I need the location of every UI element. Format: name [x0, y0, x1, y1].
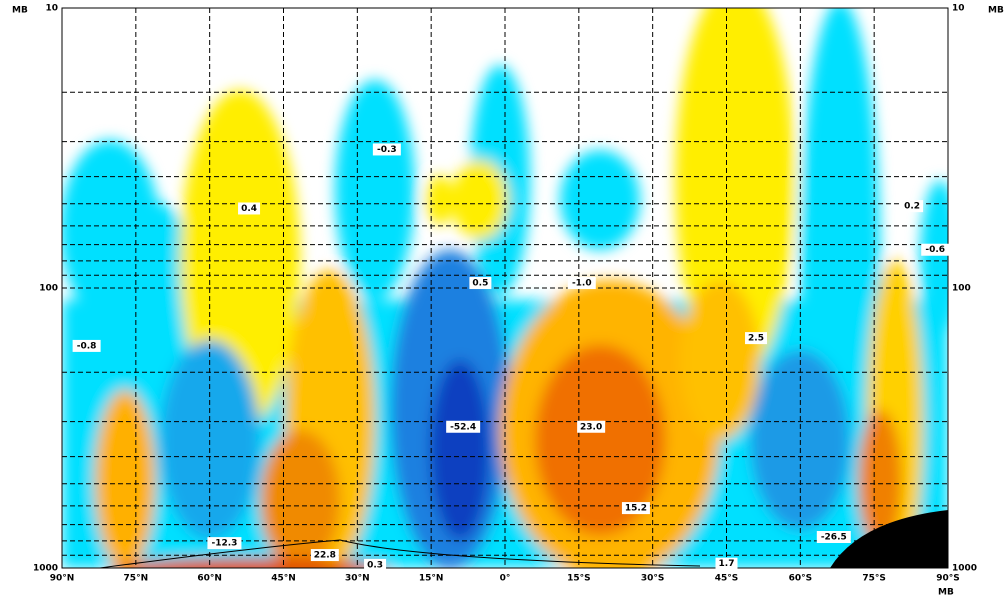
contour-label-bg	[577, 420, 606, 433]
x-tick-label: 0°	[500, 574, 511, 584]
contour-label: -1.0	[572, 279, 592, 289]
x-tick-label: 90°S	[936, 574, 960, 584]
contour-label-bg	[567, 277, 596, 290]
x-tick-label: 30°N	[345, 574, 370, 584]
contour-label-bg	[238, 202, 261, 215]
x-tick-label: 15°S	[567, 574, 591, 584]
contour-label: 0.5	[472, 279, 488, 289]
y-tick-label: 10	[952, 4, 965, 14]
contour-label: 0.4	[241, 204, 257, 214]
contour-label: -0.6	[925, 245, 945, 255]
x-tick-label: 60°N	[197, 574, 222, 584]
x-tick-label: 60°S	[789, 574, 813, 584]
y-tick-label: 10	[45, 4, 58, 14]
y-axis-label: MB	[12, 6, 28, 16]
contour-field	[62, 8, 948, 568]
contour-label: -52.4	[450, 422, 476, 432]
contour-label-bg	[816, 531, 851, 544]
y-tick-label: 100	[952, 284, 971, 294]
y-tick-label: 100	[39, 284, 58, 294]
contour-label: 2.5	[748, 334, 764, 344]
contour-label: -12.3	[211, 539, 237, 549]
contour-label: 0.3	[367, 560, 383, 570]
contour-label: -26.5	[821, 533, 847, 543]
contour-label-bg	[469, 277, 492, 290]
contour-label: 15.2	[625, 504, 647, 514]
contour-label: 22.8	[314, 551, 336, 561]
x-tick-label: 15°N	[419, 574, 444, 584]
contour-label: -0.3	[377, 145, 397, 155]
contour-label-bg	[745, 332, 768, 345]
y-tick-label: 1000	[952, 564, 977, 574]
contour-label-bg	[364, 558, 387, 571]
contour-label: 23.0	[580, 422, 602, 432]
x-tick-label: 45°S	[715, 574, 739, 584]
x-tick-label: 45°N	[271, 574, 296, 584]
x-tick-label: 75°N	[124, 574, 149, 584]
contour-label: 0.2	[904, 202, 920, 212]
contour-label-bg	[715, 557, 738, 570]
contour-label-bg	[921, 243, 950, 256]
contour-label: -0.8	[77, 341, 97, 351]
contour-label-bg	[621, 502, 650, 515]
contour-label-bg	[901, 200, 924, 213]
y-axis-label: MB	[988, 6, 1004, 16]
x-tick-label: 75°S	[862, 574, 886, 584]
contour-label: 1.7	[719, 559, 735, 569]
contour-label-bg	[207, 537, 242, 550]
y-axis-label: MB	[938, 588, 954, 598]
y-tick-label: 1000	[33, 564, 58, 574]
contour-label-bg	[310, 549, 339, 562]
x-tick-label: 90°N	[50, 574, 75, 584]
contour-label-bg	[72, 339, 101, 352]
contour-label-bg	[372, 143, 401, 156]
contour-label-bg	[446, 420, 481, 433]
x-tick-label: 30°S	[641, 574, 665, 584]
